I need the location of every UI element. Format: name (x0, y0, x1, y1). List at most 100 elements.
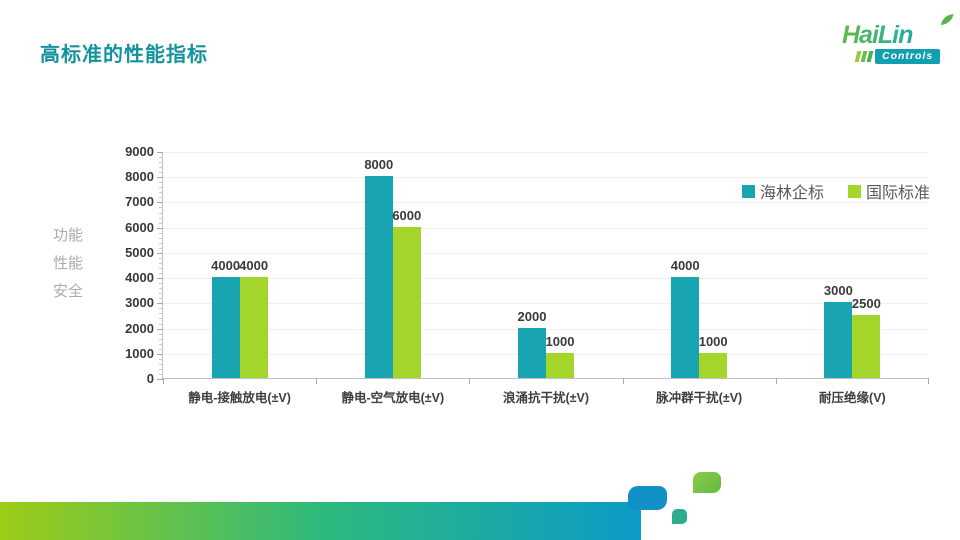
x-axis-tick (469, 378, 471, 384)
y-axis-minor-tick (159, 283, 163, 285)
x-axis-tick (316, 378, 318, 384)
gridline (163, 202, 928, 204)
x-axis-category-label: 耐压绝缘(V) (819, 391, 886, 405)
y-axis-minor-tick (159, 268, 163, 270)
y-axis-minor-tick (159, 373, 163, 375)
y-axis-minor-tick (159, 293, 163, 295)
y-axis-minor-tick (159, 187, 163, 189)
leaf-icon (941, 14, 954, 25)
y-axis-minor-tick (159, 368, 163, 370)
y-axis-minor-tick (159, 212, 163, 214)
chart-legend: 海林企标 国际标准 (690, 179, 930, 203)
y-axis-tick (157, 177, 163, 179)
y-axis-tick (157, 152, 163, 153)
y-axis-minor-tick (159, 162, 163, 164)
logo-bars-icon (854, 51, 874, 62)
y-axis-tick (157, 252, 163, 254)
chart-side-label: 功能 性能 安全 (53, 222, 83, 306)
y-axis-minor-tick (159, 348, 163, 350)
gridline (163, 252, 928, 254)
y-axis-minor-tick (159, 182, 163, 184)
bar-value-label: 8000 (364, 157, 394, 173)
y-axis-label: 7000 (125, 194, 154, 210)
y-axis-minor-tick (159, 308, 163, 310)
legend-item: 国际标准 (847, 179, 930, 203)
y-axis-minor-tick (159, 257, 163, 259)
y-axis-minor-tick (159, 323, 163, 325)
y-axis-tick (157, 353, 163, 355)
y-axis-minor-tick (159, 172, 163, 174)
bar-海林企标-3 (671, 277, 700, 378)
bar-国际标准-4 (852, 314, 881, 378)
y-axis-minor-tick (159, 167, 163, 169)
gridline (163, 152, 928, 153)
y-axis-label: 2000 (125, 320, 154, 336)
bar-国际标准-3 (699, 352, 728, 378)
gridline (163, 227, 928, 229)
y-axis-tick (157, 303, 163, 305)
bar-海林企标-4 (824, 302, 853, 378)
deco-blue-square (628, 486, 667, 510)
y-axis-minor-tick (159, 222, 163, 224)
x-axis-category-label: 浪涌抗干扰(±V) (502, 391, 589, 405)
y-axis-label: 4000 (125, 270, 154, 286)
x-axis-tick (163, 378, 164, 384)
bar-国际标准-0 (239, 277, 268, 378)
y-axis-label: 9000 (125, 144, 154, 159)
y-axis-minor-tick (159, 197, 163, 199)
bar-海林企标-0 (211, 277, 240, 378)
y-axis-minor-tick (159, 343, 163, 345)
bar-value-label: 1000 (545, 333, 575, 349)
legend-swatch-icon (847, 184, 861, 198)
legend-item: 海林企标 (741, 179, 824, 203)
y-axis-label: 3000 (125, 295, 154, 311)
x-axis-tick (775, 378, 777, 384)
bar-海林企标-2 (518, 327, 546, 378)
side-label-line: 功能 (53, 227, 84, 244)
bar-value-label: 2000 (517, 308, 547, 324)
y-axis-label: 1000 (125, 345, 154, 361)
legend-label: 国际标准 (865, 185, 930, 202)
logo-subtitle-row: Controls (854, 49, 952, 64)
bar-value-label: 4000 (670, 258, 700, 274)
logo-wordmark: HaiLin (842, 22, 952, 48)
logo-subtitle: Controls (875, 49, 941, 64)
y-axis-minor-tick (159, 318, 163, 320)
y-axis-tick (157, 328, 163, 330)
x-axis-category-label: 静电-空气放电(±V) (341, 391, 445, 405)
side-label-line: 性能 (53, 255, 84, 272)
hailin-logo: HaiLin Controls (842, 14, 954, 64)
y-axis-minor-tick (159, 157, 163, 159)
gridline (163, 278, 928, 280)
y-axis-label: 5000 (125, 244, 154, 260)
y-axis-minor-tick (159, 262, 163, 264)
bar-国际标准-1 (392, 226, 421, 378)
bar-value-label: 6000 (392, 207, 422, 223)
y-axis-tick (157, 227, 163, 229)
y-axis-minor-tick (159, 363, 163, 365)
y-axis-tick (157, 278, 163, 280)
y-axis-minor-tick (159, 358, 163, 360)
y-axis-minor-tick (159, 207, 163, 209)
y-axis-minor-tick (159, 247, 163, 249)
legend-swatch-icon (741, 184, 755, 198)
x-axis-category-label: 静电-接触放电(±V) (188, 391, 291, 405)
plot-area: 0 1000 2000 3000 4000 5000 6000 7000 8000 9000 400… (125, 144, 929, 405)
deco-small-square (672, 509, 687, 524)
y-axis-minor-tick (159, 313, 163, 315)
legend-label: 海林企标 (759, 185, 824, 202)
y-axis-tick (157, 202, 163, 204)
bar-国际标准-2 (546, 352, 574, 378)
y-axis-minor-tick (159, 288, 163, 290)
y-axis-minor-tick (159, 232, 163, 234)
gridline (163, 177, 928, 179)
side-label-line: 安全 (53, 283, 84, 300)
gridline (163, 303, 928, 305)
y-axis-minor-tick (159, 273, 163, 275)
x-axis-tick (928, 378, 929, 384)
y-axis-label: 6000 (125, 219, 154, 235)
bar-value-label: 1000 (698, 333, 728, 349)
y-axis-minor-tick (159, 338, 163, 340)
bar-value-label: 4000 (211, 258, 241, 274)
